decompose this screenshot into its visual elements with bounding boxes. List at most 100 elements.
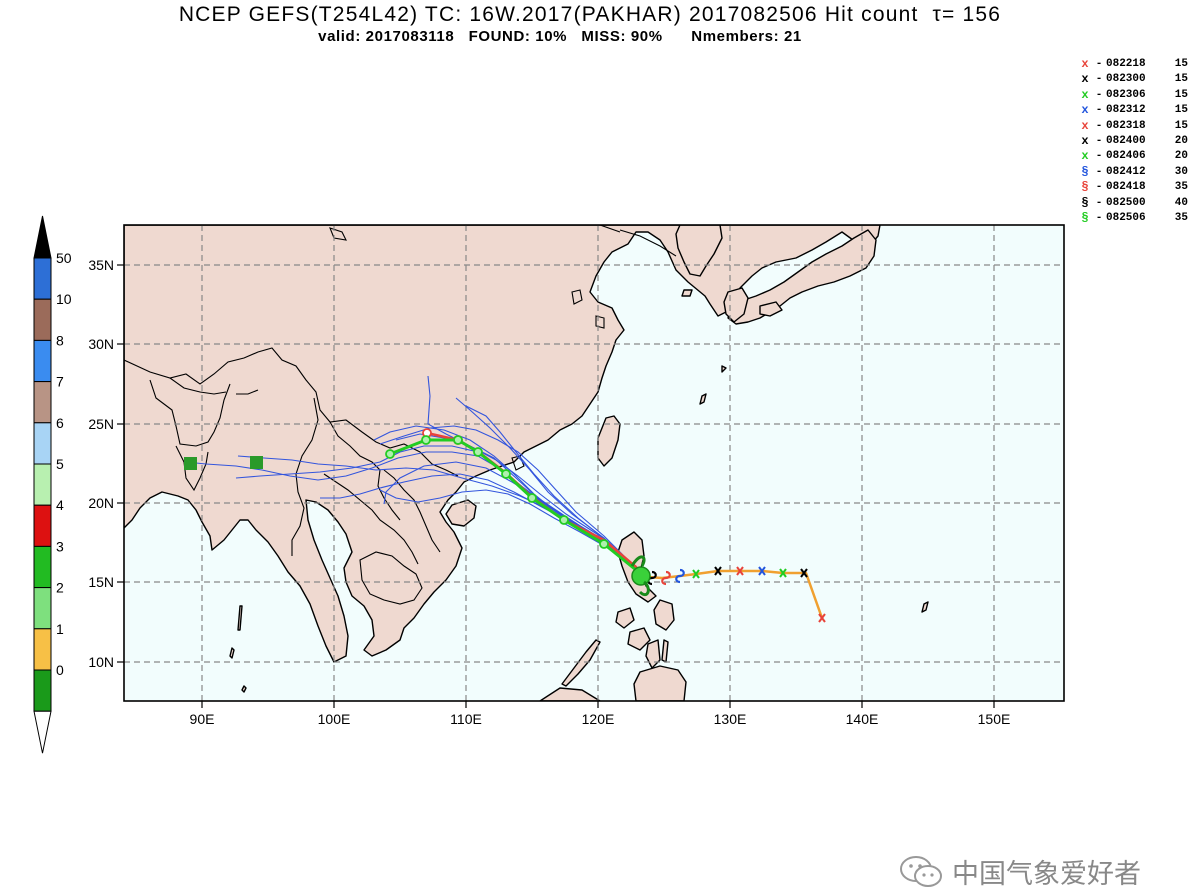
legend-entry: x -082318 15 bbox=[1078, 119, 1198, 134]
legend-entry: x -082312 15 bbox=[1078, 103, 1198, 118]
colorbar-label: 1 bbox=[56, 621, 64, 637]
lon-tick-label: 130E bbox=[714, 711, 747, 727]
colorbar-segment bbox=[33, 381, 52, 424]
lon-tick-label: 120E bbox=[582, 711, 615, 727]
colorbar-label: 50 bbox=[56, 250, 72, 266]
x-marker bbox=[736, 566, 744, 576]
colorbar-label: 10 bbox=[56, 291, 72, 307]
colorbar-segment bbox=[33, 257, 52, 300]
lon-tick-label: 90E bbox=[190, 711, 215, 727]
land-masses bbox=[124, 225, 929, 701]
legend-count: 15 bbox=[1174, 119, 1188, 132]
border-bhutan bbox=[236, 389, 259, 395]
legend-dash: - bbox=[1095, 58, 1103, 70]
border-thai-laos bbox=[323, 473, 419, 565]
legend-dash: - bbox=[1095, 88, 1103, 101]
circle-marker bbox=[559, 515, 569, 525]
legend-dash: - bbox=[1095, 73, 1103, 86]
circle-marker bbox=[453, 435, 463, 445]
legend-dash: - bbox=[1095, 211, 1103, 224]
korea bbox=[675, 225, 723, 277]
colorbar-label: 8 bbox=[56, 332, 64, 348]
colorbar-label: 2 bbox=[56, 580, 64, 596]
mindanao bbox=[633, 665, 687, 701]
legend-label: 082412 bbox=[1106, 165, 1146, 178]
legend-label: 082306 bbox=[1106, 88, 1146, 101]
lon-tick-label: 140E bbox=[846, 711, 879, 727]
legend-dash: - bbox=[1095, 181, 1103, 194]
legend-count: 20 bbox=[1174, 150, 1188, 163]
legend-entry: § -082412 30 bbox=[1078, 165, 1198, 180]
lat-tick-label: 35N bbox=[88, 257, 114, 273]
nicobar bbox=[229, 647, 235, 659]
colorbar-label: 6 bbox=[56, 415, 64, 431]
legend-count: 15 bbox=[1174, 73, 1188, 86]
legend-dash: - bbox=[1095, 134, 1103, 147]
lon-tick-label: 110E bbox=[450, 711, 482, 727]
legend-dash: - bbox=[1095, 150, 1103, 163]
legend-symbol: x bbox=[1081, 57, 1089, 71]
hainan bbox=[445, 499, 477, 527]
x-marker bbox=[758, 566, 766, 576]
lat-tick-label: 20N bbox=[88, 495, 114, 511]
orange-track bbox=[646, 569, 824, 620]
border-russia bbox=[599, 225, 621, 233]
andaman-small bbox=[241, 685, 247, 693]
colorbar-segment bbox=[33, 422, 52, 465]
colorbar-segment bbox=[33, 339, 52, 383]
legend-dash: - bbox=[1095, 119, 1103, 132]
visayas-samar bbox=[653, 599, 675, 631]
lat-tick-labels: 35N 30N 25N 20N 15N 10N bbox=[88, 257, 114, 670]
axis-ticks bbox=[117, 264, 995, 708]
ensemble-track-line bbox=[379, 489, 637, 569]
wechat-icon bbox=[900, 855, 942, 887]
circle-marker bbox=[473, 447, 483, 457]
legend-entry: § -082418 35 bbox=[1078, 180, 1198, 195]
legend-count: 20 bbox=[1174, 134, 1188, 147]
island-ryukyu bbox=[721, 365, 727, 373]
legend-symbol: § bbox=[1081, 164, 1089, 179]
colorbar-segment bbox=[33, 587, 52, 630]
circle-marker bbox=[421, 435, 431, 445]
lat-tick-label: 25N bbox=[88, 416, 114, 432]
border-china-west bbox=[124, 347, 459, 477]
legend-label: 082300 bbox=[1106, 73, 1146, 86]
palawan bbox=[561, 639, 601, 687]
ensemble-track-line bbox=[465, 405, 637, 569]
chart-subtitle: valid: 2017083118 FOUND: 10% MISS: 90% N… bbox=[318, 28, 802, 45]
colorbar-label: 3 bbox=[56, 538, 64, 554]
colorbar-label: 7 bbox=[56, 374, 64, 390]
x-marker bbox=[692, 569, 700, 579]
legend-label: 082506 bbox=[1106, 211, 1146, 224]
colorbar-segment bbox=[33, 628, 52, 671]
track-markers bbox=[385, 428, 826, 623]
legend-label: 082218 bbox=[1106, 58, 1146, 70]
legend-label: 082406 bbox=[1106, 150, 1146, 163]
lat-tick-label: 15N bbox=[88, 574, 114, 590]
legend-count: 30 bbox=[1174, 165, 1188, 178]
x-marker bbox=[800, 568, 808, 578]
legend-count: 15 bbox=[1174, 58, 1188, 70]
colorbar-segment bbox=[33, 504, 52, 547]
colorbar-label: 0 bbox=[56, 662, 64, 678]
border-cambodia bbox=[359, 551, 423, 605]
x-marker bbox=[818, 613, 826, 623]
end-marker-square bbox=[250, 456, 263, 469]
border-nepal bbox=[169, 377, 227, 395]
x-marker bbox=[714, 566, 722, 576]
japan-shikoku bbox=[759, 301, 783, 317]
colorbar-label: 5 bbox=[56, 456, 64, 472]
colorbar-segment bbox=[33, 463, 52, 506]
legend-label: 082418 bbox=[1106, 181, 1146, 194]
borneo bbox=[539, 687, 601, 701]
legend-symbol: x bbox=[1081, 87, 1089, 102]
japan-honshu bbox=[727, 229, 877, 325]
visayas-panay bbox=[627, 627, 651, 651]
border-laos-vietnam bbox=[383, 469, 441, 553]
legend-symbol: § bbox=[1081, 210, 1089, 225]
lon-tick-label: 100E bbox=[318, 711, 351, 727]
legend-label: 082500 bbox=[1106, 196, 1146, 209]
border-china-korea bbox=[619, 229, 677, 257]
island-jeju bbox=[681, 289, 693, 297]
